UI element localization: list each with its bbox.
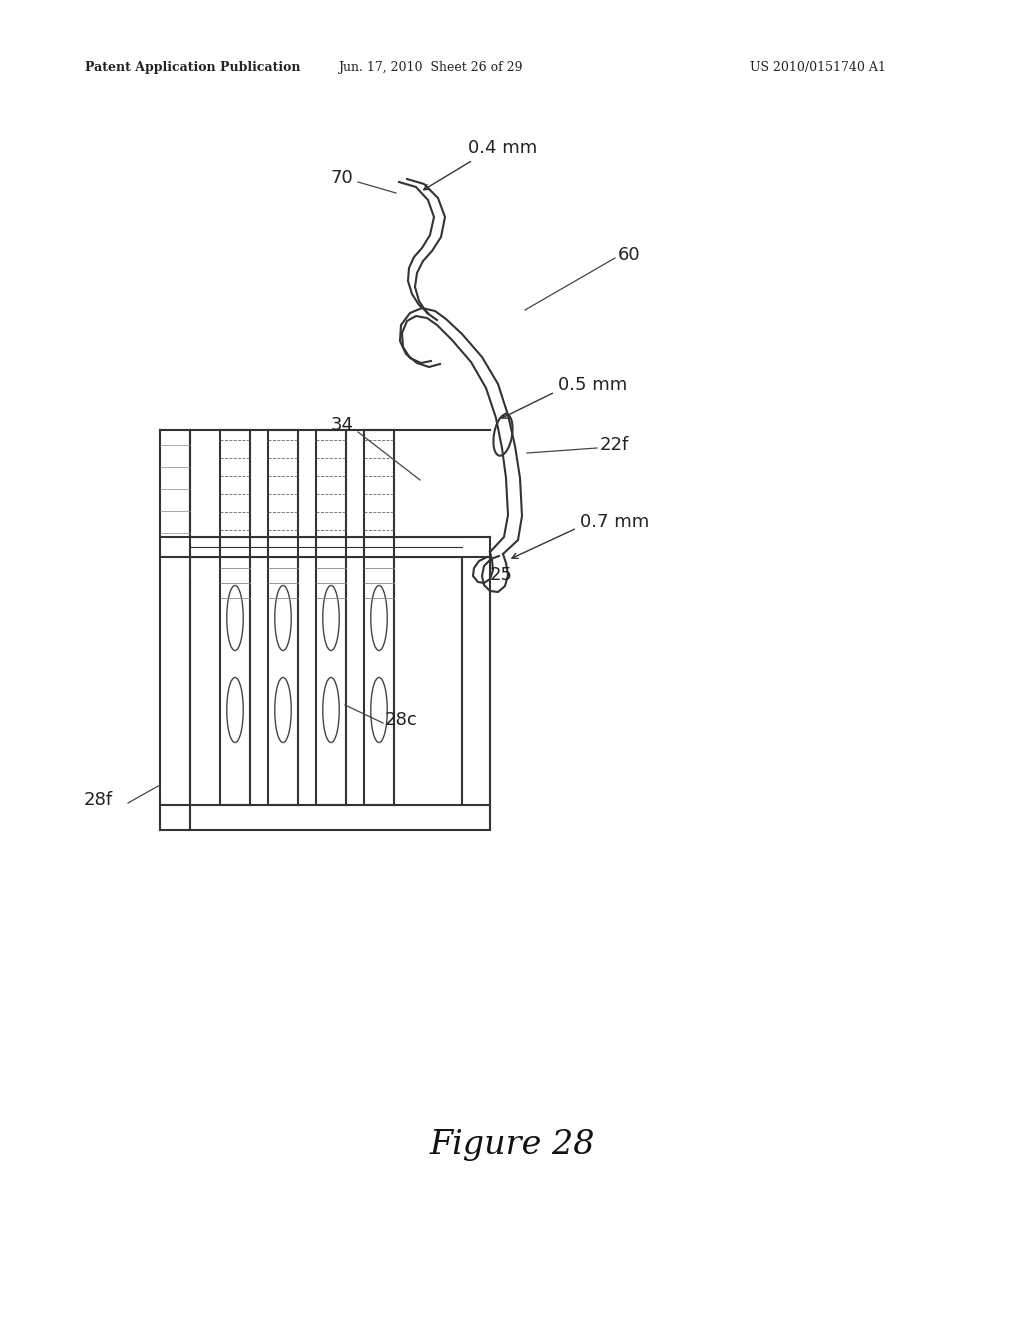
Text: Patent Application Publication: Patent Application Publication bbox=[85, 62, 300, 74]
Text: US 2010/0151740 A1: US 2010/0151740 A1 bbox=[750, 62, 886, 74]
Text: 34: 34 bbox=[331, 416, 353, 434]
Text: 25: 25 bbox=[490, 566, 513, 583]
Text: 22f: 22f bbox=[600, 436, 630, 454]
Text: 0.4 mm: 0.4 mm bbox=[468, 139, 538, 157]
Text: 0.5 mm: 0.5 mm bbox=[558, 376, 628, 393]
Text: Jun. 17, 2010  Sheet 26 of 29: Jun. 17, 2010 Sheet 26 of 29 bbox=[338, 62, 522, 74]
Text: 28c: 28c bbox=[385, 711, 418, 729]
Text: 60: 60 bbox=[618, 246, 641, 264]
Text: 70: 70 bbox=[331, 169, 353, 187]
Text: 0.7 mm: 0.7 mm bbox=[580, 513, 649, 531]
Text: 28f: 28f bbox=[83, 791, 113, 809]
Text: Figure 28: Figure 28 bbox=[429, 1129, 595, 1162]
